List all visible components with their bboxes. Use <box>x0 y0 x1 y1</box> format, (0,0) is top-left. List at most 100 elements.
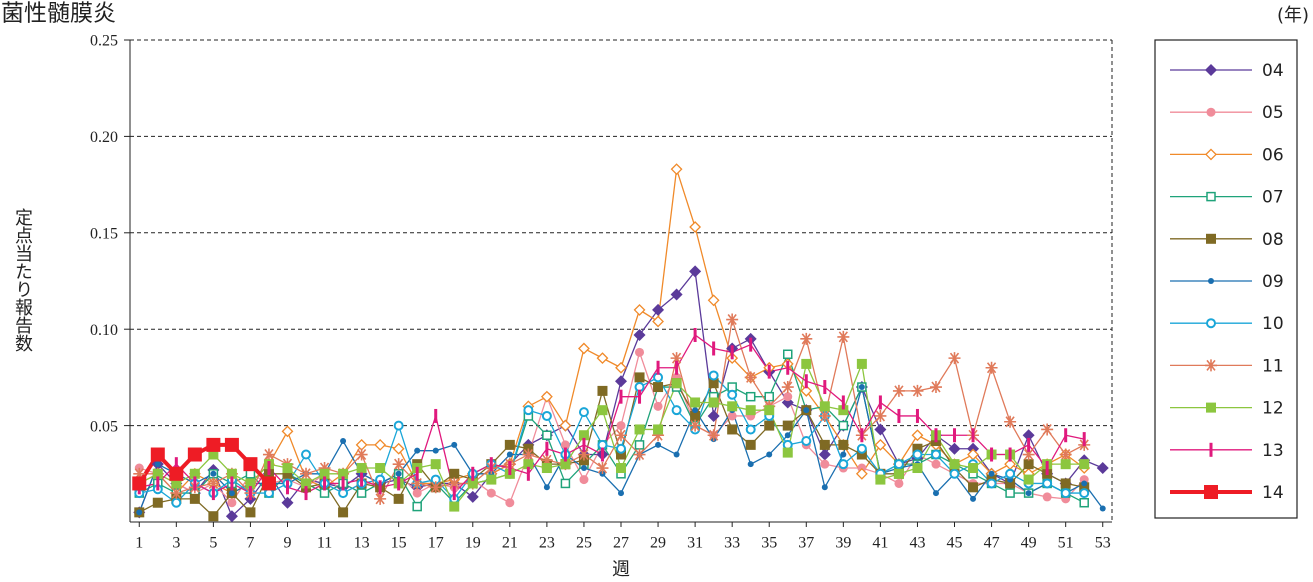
data-point <box>985 361 998 374</box>
data-point <box>578 342 590 355</box>
x-tick-label: 53 <box>1095 535 1111 552</box>
data-point <box>1042 478 1053 489</box>
data-point <box>1064 428 1068 443</box>
x-tick-label: 23 <box>539 535 555 552</box>
data-point <box>727 424 738 435</box>
data-point <box>656 360 660 375</box>
data-point <box>282 468 293 479</box>
data-point <box>804 374 808 389</box>
x-tick-label: 35 <box>761 535 777 552</box>
data-point <box>1079 459 1090 470</box>
data-point <box>415 466 419 481</box>
data-point <box>397 476 401 491</box>
data-point <box>1023 474 1034 485</box>
data-point <box>395 470 402 477</box>
data-point <box>486 488 496 498</box>
data-point <box>893 468 904 479</box>
data-point <box>411 477 424 490</box>
x-tick-label: 9 <box>283 535 291 552</box>
data-point <box>208 449 219 460</box>
data-point <box>1059 448 1072 461</box>
data-point <box>559 419 572 432</box>
data-point <box>652 429 665 442</box>
data-point <box>615 361 627 374</box>
data-point <box>522 448 535 461</box>
data-point <box>540 390 553 403</box>
data-point <box>540 454 553 467</box>
data-point <box>152 468 163 479</box>
data-point <box>430 459 441 470</box>
data-point <box>189 468 200 479</box>
data-point <box>225 510 238 523</box>
data-point <box>616 463 626 474</box>
data-point <box>912 463 923 474</box>
data-point <box>712 341 716 356</box>
data-point <box>1060 478 1071 489</box>
data-point <box>860 428 864 443</box>
data-point <box>170 487 183 500</box>
data-point <box>708 378 719 389</box>
data-point <box>707 294 720 307</box>
data-point <box>894 478 904 488</box>
data-point <box>156 476 160 491</box>
series-line <box>139 334 1085 495</box>
data-point <box>466 490 479 503</box>
data-point <box>560 440 570 450</box>
legend-title: (年) <box>1277 5 1309 26</box>
data-point <box>169 466 184 481</box>
data-point <box>582 437 586 452</box>
data-point <box>652 303 665 316</box>
x-tick-label: 15 <box>391 535 407 552</box>
data-point <box>393 493 404 504</box>
legend-label: 10 <box>1262 314 1284 334</box>
data-point <box>471 466 475 481</box>
data-point <box>633 304 646 316</box>
data-point <box>745 391 756 402</box>
data-point <box>781 381 794 394</box>
data-point <box>578 430 589 441</box>
data-point <box>228 490 235 497</box>
data-point <box>744 371 757 384</box>
data-point <box>1060 488 1071 499</box>
data-point <box>801 436 812 447</box>
x-tick-label: 11 <box>317 535 332 552</box>
data-point <box>949 459 960 470</box>
data-point <box>634 372 645 383</box>
data-point <box>708 370 719 381</box>
data-point <box>281 496 294 509</box>
data-point <box>300 467 313 480</box>
data-point <box>634 424 645 435</box>
y-tick-label: 0.15 <box>90 225 118 242</box>
data-point <box>392 458 405 471</box>
data-point <box>819 439 830 450</box>
data-point <box>505 498 515 508</box>
data-point <box>189 493 200 504</box>
legend-label: 05 <box>1262 103 1284 123</box>
data-point <box>690 397 701 408</box>
data-point <box>1081 480 1088 487</box>
legend-marker <box>1204 485 1218 499</box>
data-point <box>1005 468 1016 479</box>
data-point <box>749 337 753 352</box>
legend-marker <box>1209 442 1213 457</box>
legend-marker <box>1205 148 1217 161</box>
x-tick-label: 17 <box>428 535 444 552</box>
x-tick-label: 37 <box>798 535 814 552</box>
legend-marker <box>1206 233 1216 244</box>
data-point <box>708 397 719 408</box>
data-point <box>1041 423 1054 436</box>
data-point <box>1045 461 1049 476</box>
data-point <box>783 392 793 402</box>
legend-marker <box>1206 191 1216 202</box>
data-point <box>635 347 645 357</box>
data-point <box>541 463 552 474</box>
data-point <box>818 409 831 422</box>
data-point <box>823 380 827 395</box>
data-point <box>207 477 220 490</box>
data-point <box>673 451 680 458</box>
data-point <box>653 382 664 393</box>
x-tick-label: 41 <box>872 535 888 552</box>
x-tick-label: 19 <box>465 535 481 552</box>
data-point <box>858 384 865 391</box>
data-point <box>1099 505 1106 512</box>
